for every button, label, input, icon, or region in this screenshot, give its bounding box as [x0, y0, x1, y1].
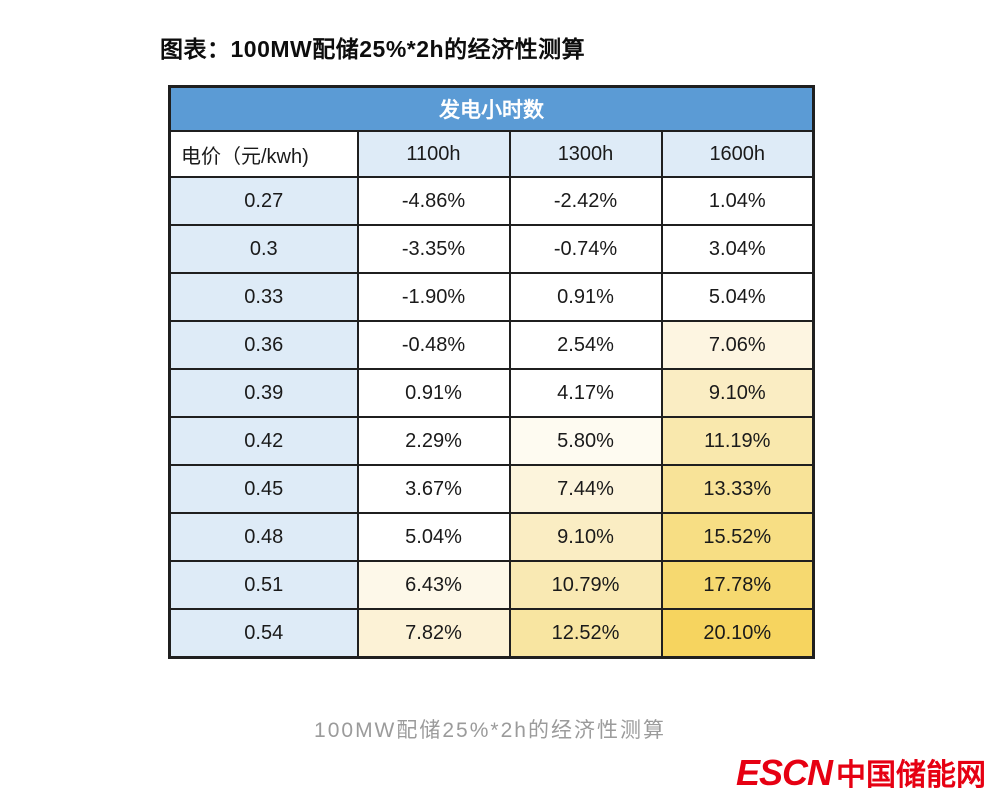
table-row: 0.27 -4.86% -2.42% 1.04% [168, 176, 815, 226]
price-cell: 0.51 [168, 560, 359, 610]
hours-column-header: 1600h [660, 130, 815, 178]
table-group-header: 发电小时数 [168, 85, 815, 132]
price-cell: 0.45 [168, 464, 359, 514]
escn-logo-chinese: 中国储能网 [836, 759, 986, 792]
value-cell: -2.42% [508, 176, 663, 226]
escn-logo: ESCN 中国储能网 [736, 750, 986, 794]
table-row: 0.3 -3.35% -0.74% 3.04% [168, 224, 815, 274]
economics-table: 发电小时数 电价（元/kwh) 1100h 1300h 1600h 0.27 -4.86… [168, 85, 815, 659]
price-cell: 0.39 [168, 368, 359, 418]
value-cell: 20.10% [660, 608, 815, 659]
value-cell: 1.04% [660, 176, 815, 226]
price-cell: 0.48 [168, 512, 359, 562]
table-row: 0.48 5.04% 9.10% 15.52% [168, 512, 815, 562]
table-row: 0.42 2.29% 5.80% 11.19% [168, 416, 815, 466]
value-cell: 13.33% [660, 464, 815, 514]
value-cell: 15.52% [660, 512, 815, 562]
value-cell: 7.06% [660, 320, 815, 370]
price-cell: 0.27 [168, 176, 359, 226]
value-cell: -3.35% [356, 224, 511, 274]
value-cell: 2.29% [356, 416, 511, 466]
figure-caption: 100MW配储25%*2h的经济性测算 [314, 719, 666, 742]
value-cell: 0.91% [508, 272, 663, 322]
value-cell: 10.79% [508, 560, 663, 610]
value-cell: 11.19% [660, 416, 815, 466]
value-cell: 7.82% [356, 608, 511, 659]
hours-column-header: 1300h [508, 130, 663, 178]
value-cell: -0.48% [356, 320, 511, 370]
value-cell: -0.74% [508, 224, 663, 274]
value-cell: 5.80% [508, 416, 663, 466]
value-cell: 2.54% [508, 320, 663, 370]
table-row: 0.33 -1.90% 0.91% 5.04% [168, 272, 815, 322]
table-row: 0.39 0.91% 4.17% 9.10% [168, 368, 815, 418]
price-cell: 0.33 [168, 272, 359, 322]
price-cell: 0.3 [168, 224, 359, 274]
table-row: 0.36 -0.48% 2.54% 7.06% [168, 320, 815, 370]
value-cell: 5.04% [356, 512, 511, 562]
price-cell: 0.36 [168, 320, 359, 370]
value-cell: 12.52% [508, 608, 663, 659]
figure-title: 图表：100MW配储25%*2h的经济性测算 [160, 36, 586, 62]
table-row: 0.45 3.67% 7.44% 13.33% [168, 464, 815, 514]
value-cell: -1.90% [356, 272, 511, 322]
value-cell: 0.91% [356, 368, 511, 418]
value-cell: 17.78% [660, 560, 815, 610]
price-cell: 0.42 [168, 416, 359, 466]
value-cell: 3.67% [356, 464, 511, 514]
escn-logo-latin: ESCN [735, 752, 833, 793]
price-cell: 0.54 [168, 608, 359, 659]
price-column-header: 电价（元/kwh) [168, 130, 359, 178]
value-cell: 9.10% [660, 368, 815, 418]
value-cell: 6.43% [356, 560, 511, 610]
value-cell: 4.17% [508, 368, 663, 418]
value-cell: 5.04% [660, 272, 815, 322]
hours-column-header: 1100h [356, 130, 511, 178]
value-cell: 3.04% [660, 224, 815, 274]
value-cell: 9.10% [508, 512, 663, 562]
value-cell: 7.44% [508, 464, 663, 514]
table-row: 0.54 7.82% 12.52% 20.10% [168, 608, 815, 659]
table-row: 0.51 6.43% 10.79% 17.78% [168, 560, 815, 610]
value-cell: -4.86% [356, 176, 511, 226]
